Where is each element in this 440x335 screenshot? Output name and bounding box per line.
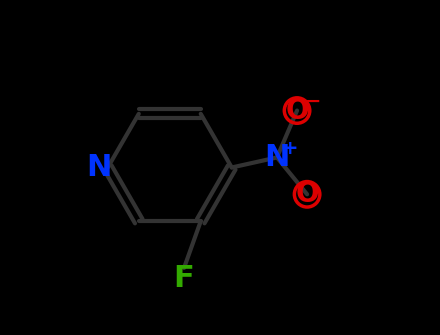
Text: −: − [305, 92, 321, 111]
Text: O: O [285, 96, 309, 125]
Text: F: F [174, 264, 194, 292]
Text: N: N [87, 153, 112, 182]
Text: O: O [295, 180, 319, 208]
Text: N: N [264, 143, 290, 172]
Text: +: + [282, 139, 299, 157]
